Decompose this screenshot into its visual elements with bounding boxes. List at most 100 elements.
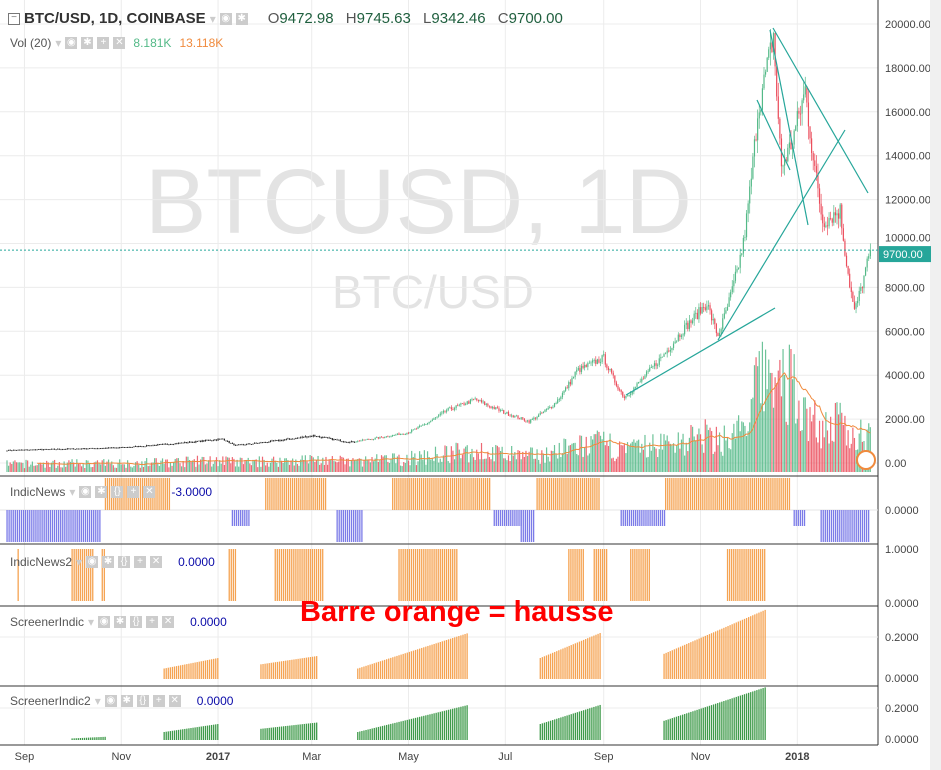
indicnews-bar — [830, 510, 833, 542]
indicnews-bar — [493, 510, 495, 526]
chevron-down-icon[interactable]: ▾ — [88, 615, 95, 629]
source-code-icon[interactable]: {} — [136, 695, 149, 707]
gear-icon[interactable]: ✱ — [81, 37, 94, 49]
candle-body — [638, 382, 640, 384]
candle-body — [192, 441, 194, 443]
close-icon[interactable]: ✕ — [113, 37, 126, 49]
screenerindic2-bar — [729, 698, 731, 740]
high-label: H — [345, 10, 357, 27]
close-icon[interactable]: ✕ — [150, 556, 163, 568]
candle-body — [553, 403, 556, 407]
candle-body — [466, 401, 468, 405]
candle-body — [507, 411, 510, 416]
close-icon[interactable]: ✕ — [168, 695, 181, 707]
screenerindic-bar — [663, 653, 665, 679]
eye-icon[interactable]: ◉ — [98, 616, 111, 628]
volume-bar — [217, 466, 219, 472]
screenerindic2-bar — [388, 724, 390, 740]
screenerindic2-bar — [568, 714, 570, 740]
symbol-title[interactable]: BTC/USD, 1D, COINBASE — [24, 10, 206, 27]
candle-body — [7, 449, 10, 451]
eye-icon[interactable]: ◉ — [79, 486, 92, 498]
chevron-down-icon[interactable]: ▾ — [76, 555, 83, 569]
eye-icon[interactable]: ◉ — [219, 12, 232, 25]
plus-icon[interactable]: + — [146, 616, 159, 628]
chevron-down-icon[interactable]: ▾ — [94, 694, 101, 708]
indicnews2-bar — [228, 549, 230, 601]
pane-title[interactable]: IndicNews2 — [10, 555, 73, 569]
indicnews-bar — [594, 478, 596, 510]
candle-body — [165, 443, 167, 445]
plus-icon[interactable]: + — [97, 37, 110, 49]
candle-body — [790, 142, 792, 150]
screenerindic-bar — [297, 658, 299, 679]
volume-bar — [766, 389, 768, 472]
pane-legend-screenerindic: ScreenerIndic ▾ ◉ ✱{} + ✕ 0.0000 — [10, 615, 227, 629]
pane-title[interactable]: ScreenerIndic — [10, 615, 85, 629]
source-code-icon[interactable]: {} — [118, 556, 131, 568]
indicnews2-bar — [578, 549, 580, 601]
eye-icon[interactable]: ◉ — [86, 556, 99, 568]
pane-title[interactable]: ScreenerIndic2 — [10, 694, 91, 708]
volume-bar — [298, 465, 300, 472]
volume-bar — [496, 445, 498, 472]
indicnews-bar — [285, 478, 288, 510]
indicnews2-bar — [452, 549, 454, 601]
volume-bar — [552, 451, 554, 472]
screenerindic2-bar — [580, 710, 583, 740]
volume-bar — [339, 455, 341, 472]
source-code-icon[interactable]: {} — [130, 616, 143, 628]
indicnews-bar — [749, 478, 751, 510]
volume-bar — [320, 463, 322, 472]
gear-icon[interactable]: ✱ — [120, 695, 133, 707]
y-tick-label: 20000.00 — [885, 19, 931, 31]
chevron-down-icon[interactable]: ▾ — [69, 485, 76, 499]
chevron-down-icon[interactable]: ▾ — [209, 11, 216, 26]
close-icon[interactable]: ✕ — [143, 486, 156, 498]
candle-body — [36, 449, 38, 451]
indicnews-bar — [793, 510, 795, 526]
volume-bar — [104, 465, 106, 472]
candle-body — [255, 442, 257, 444]
screenerindic2-bar — [708, 705, 711, 740]
plus-icon[interactable]: + — [127, 486, 140, 498]
candle-body — [706, 306, 708, 310]
indicnews-bar — [745, 478, 747, 510]
indicnews-bar — [433, 478, 435, 510]
candle-body — [377, 437, 379, 439]
screenerindic-bar — [564, 647, 566, 679]
candle-body — [444, 410, 446, 412]
plus-icon[interactable]: + — [152, 695, 165, 707]
indicnews2-bar — [582, 549, 584, 601]
close-icon[interactable]: ✕ — [162, 616, 175, 628]
candle-body — [296, 437, 299, 439]
screenerindic2-bar — [379, 726, 382, 740]
volume-bar — [231, 457, 233, 472]
gear-icon[interactable]: ✱ — [114, 616, 127, 628]
indicnews2-bar — [322, 549, 324, 601]
candle-body — [815, 165, 817, 173]
volume-bar — [171, 465, 173, 472]
eye-icon[interactable]: ◉ — [65, 37, 78, 49]
gear-icon[interactable]: ✱ — [235, 12, 248, 25]
collapse-icon[interactable]: − — [8, 12, 20, 25]
gear-icon[interactable]: ✱ — [95, 486, 108, 498]
gear-icon[interactable]: ✱ — [102, 556, 115, 568]
candle-body — [274, 440, 276, 442]
candle-body — [42, 449, 45, 451]
candle-body — [574, 371, 576, 378]
candle-body — [688, 320, 691, 330]
pane-title[interactable]: IndicNews — [10, 485, 66, 499]
volume-bar — [825, 412, 827, 472]
eye-icon[interactable]: ◉ — [104, 695, 117, 707]
candle-body — [555, 403, 557, 404]
candle-body — [155, 445, 157, 446]
source-code-icon[interactable]: {} — [111, 486, 124, 498]
plus-icon[interactable]: + — [134, 556, 147, 568]
volume-bar — [269, 462, 272, 472]
indicnews-bar — [466, 478, 468, 510]
volume-title[interactable]: Vol (20) — [10, 36, 52, 50]
candle-body — [771, 42, 773, 52]
chevron-down-icon[interactable]: ▾ — [55, 36, 62, 50]
